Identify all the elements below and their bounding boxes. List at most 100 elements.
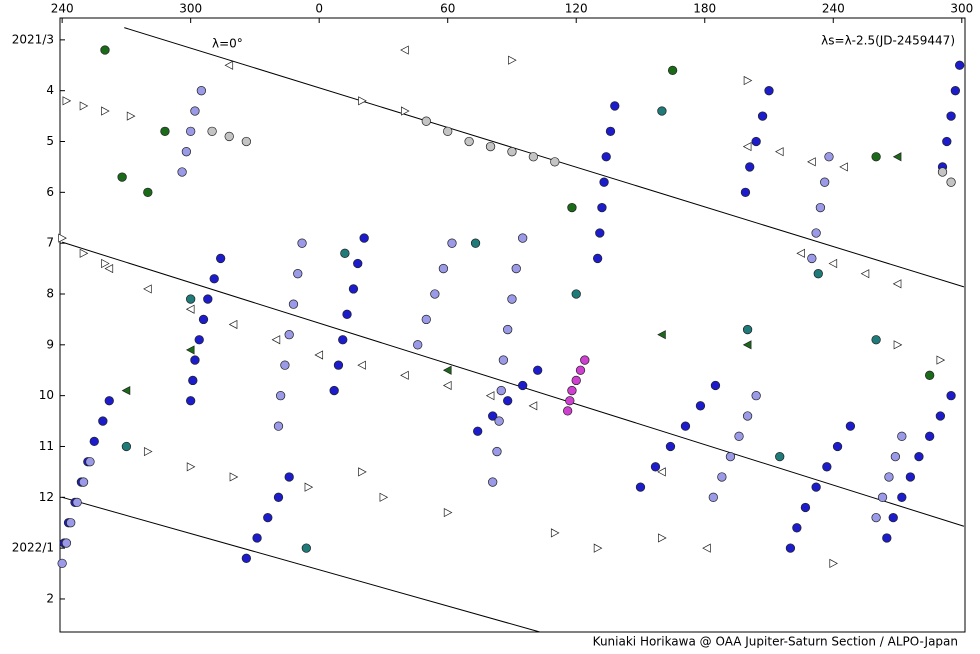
point: [421, 116, 431, 126]
point: [695, 401, 706, 411]
point: [897, 431, 907, 441]
point: [89, 436, 99, 447]
point: [400, 370, 409, 380]
point: [473, 426, 483, 436]
point: [807, 157, 816, 167]
point: [143, 446, 153, 457]
point: [185, 345, 195, 355]
point: [143, 187, 153, 197]
point: [925, 431, 935, 441]
point: [216, 253, 226, 264]
reference-line: [62, 496, 540, 633]
point: [597, 202, 607, 213]
point: [511, 263, 521, 274]
point: [353, 258, 363, 269]
point: [508, 55, 517, 65]
y-tick-label: 6: [46, 185, 54, 199]
point: [342, 309, 352, 319]
y-tick-label: 2021/3: [12, 32, 54, 46]
point: [742, 142, 752, 152]
point: [57, 558, 67, 569]
point: [550, 157, 560, 167]
point: [785, 543, 796, 553]
point: [273, 492, 284, 502]
point: [314, 350, 324, 360]
point: [485, 391, 495, 401]
point: [271, 335, 281, 345]
y-tick-label: 12: [39, 490, 54, 504]
reference-line: [61, 241, 965, 527]
plot-frame: [59, 17, 966, 633]
point: [935, 411, 946, 421]
point: [198, 314, 209, 325]
point: [160, 126, 170, 136]
point: [824, 152, 834, 162]
point: [811, 228, 821, 238]
point: [822, 462, 832, 472]
point: [950, 86, 961, 96]
x-tick-label: 120: [565, 2, 588, 16]
point: [657, 106, 667, 116]
point: [359, 233, 369, 243]
point: [126, 111, 136, 121]
point: [897, 492, 907, 502]
point: [284, 330, 294, 340]
point: [358, 96, 367, 106]
point: [443, 507, 453, 518]
point: [635, 482, 646, 492]
point: [503, 396, 513, 406]
point: [592, 253, 603, 264]
point: [494, 416, 504, 426]
point: [98, 416, 108, 426]
point: [610, 101, 620, 111]
point: [413, 340, 423, 350]
y-tick-label: 10: [39, 388, 54, 402]
point: [871, 152, 881, 162]
point: [379, 492, 389, 502]
annotation: λs=λ-2.5(JD-2459447): [821, 34, 955, 48]
y-tick-label: 4: [46, 83, 54, 97]
y-tick-label: 2: [46, 591, 54, 605]
point: [650, 462, 661, 472]
point: [241, 136, 252, 147]
point: [229, 472, 239, 482]
point: [78, 477, 89, 487]
point: [571, 375, 581, 386]
point: [796, 248, 805, 258]
point: [194, 335, 204, 345]
point: [275, 391, 286, 401]
point: [340, 248, 350, 258]
x-tick-label: 60: [440, 2, 455, 16]
point: [942, 136, 952, 147]
point: [470, 238, 481, 248]
point: [680, 421, 691, 431]
point: [224, 60, 234, 70]
point: [203, 294, 213, 304]
point: [937, 167, 948, 177]
point: [717, 472, 727, 482]
point: [882, 533, 892, 543]
point: [66, 518, 76, 528]
point: [196, 86, 207, 96]
point: [742, 340, 752, 350]
point: [708, 492, 718, 502]
point: [775, 451, 785, 462]
point: [58, 233, 67, 243]
point: [186, 462, 196, 472]
point: [792, 523, 802, 533]
point: [811, 482, 821, 492]
point: [400, 45, 409, 55]
point: [571, 289, 581, 299]
point: [575, 365, 586, 375]
point: [745, 162, 755, 172]
point: [658, 533, 667, 543]
point: [496, 385, 506, 396]
point: [104, 263, 114, 274]
point: [565, 396, 575, 406]
point: [764, 86, 774, 96]
credit: Kuniaki Horikawa @ OAA Jupiter-Saturn Se…: [593, 635, 958, 649]
point: [605, 126, 616, 136]
point: [743, 75, 753, 86]
point: [181, 147, 192, 157]
point: [813, 269, 823, 279]
